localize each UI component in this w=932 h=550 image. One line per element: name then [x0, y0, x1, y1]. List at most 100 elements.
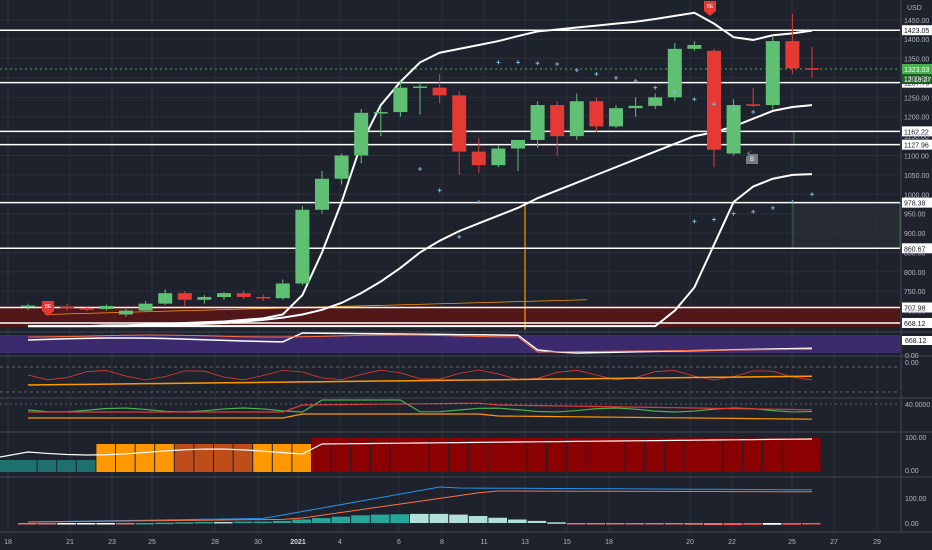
level-label-bg [902, 197, 932, 208]
pane4-column [743, 438, 762, 472]
candle-body [197, 297, 212, 300]
pane4-column [429, 438, 449, 472]
candle-body [805, 68, 819, 70]
psar-dot [437, 188, 442, 193]
pane4-column [174, 444, 194, 472]
pane2-line [27, 369, 813, 381]
price-tick-label: 1050.00 [904, 173, 929, 180]
histogram-bar [351, 515, 370, 523]
upper-band-line [28, 11, 813, 328]
candle-body [373, 112, 388, 114]
histogram-bar [272, 520, 292, 523]
last-price-label: 1323.03 [904, 67, 929, 74]
psar-dot [476, 200, 481, 205]
psar-dot [692, 97, 697, 102]
pane4-column [18, 460, 37, 472]
histogram-bar [508, 519, 527, 523]
histogram-bar [625, 523, 645, 525]
pane1-zero-label: 0.00 [905, 353, 919, 360]
candle-body [628, 105, 643, 109]
lower-band-line [28, 173, 813, 328]
histogram-bar [76, 523, 96, 525]
candle-body [138, 303, 153, 311]
psar-dot [496, 60, 501, 65]
time-tick-label: 27 [830, 539, 838, 546]
candle-body [687, 44, 702, 49]
pane5-signal-line [27, 490, 813, 523]
signal-marker-label: BE [707, 4, 714, 10]
level-label: 1423.05 [904, 28, 929, 35]
histogram-bar [527, 520, 547, 523]
candle-body [530, 105, 545, 140]
psar-dot [731, 211, 736, 216]
histogram-bar [704, 523, 723, 526]
currency-label: USD [907, 5, 922, 12]
psar-dot [810, 192, 814, 197]
pane5-macd-line [27, 486, 813, 523]
histogram-bar [57, 523, 76, 525]
histogram-bar [292, 519, 311, 523]
pane4-column [410, 438, 429, 472]
signal-markers: BE BE B [42, 1, 758, 316]
time-tick-label: 29 [873, 539, 881, 546]
psar-dot [712, 217, 716, 222]
histogram-bar [18, 523, 37, 525]
histogram-bar [312, 518, 331, 523]
level-label-bg [902, 317, 932, 328]
histogram-bar [566, 523, 586, 525]
psar-dot [614, 75, 618, 80]
psar-dot [712, 102, 716, 107]
pane4-column [664, 438, 684, 472]
pane4-column [312, 438, 331, 472]
psar-dot [555, 61, 560, 66]
level-label-bg [902, 302, 932, 313]
pane4-column [762, 438, 782, 472]
candle-body [413, 86, 427, 88]
level-label: 978.38 [904, 201, 926, 208]
rsi-band [0, 335, 900, 353]
candle-body [334, 155, 349, 179]
candle-body [60, 306, 75, 309]
time-tick-label: 8 [440, 539, 444, 546]
histogram-bar [723, 523, 743, 526]
histogram-bar [214, 521, 233, 524]
time-tick-label: 21 [66, 539, 74, 546]
pane4-column [645, 438, 664, 472]
level-label: 1127.96 [904, 143, 929, 150]
histogram-bar [155, 522, 174, 525]
pane4-column [233, 444, 253, 472]
time-tick-label: 18 [4, 539, 12, 546]
candle-body [393, 87, 408, 113]
histogram-bar [449, 514, 468, 523]
candle-body [177, 293, 192, 300]
histogram-bar [488, 517, 507, 523]
histogram-bar [135, 523, 155, 525]
pane2-signal [27, 375, 813, 386]
candle-body [236, 293, 251, 298]
candle-body [667, 48, 682, 98]
time-tick-label: 25 [788, 539, 796, 546]
candle-body [295, 209, 310, 284]
price-tick-label: 850.00 [904, 250, 926, 257]
time-tick-label: 30 [254, 539, 262, 546]
candle-body [785, 41, 800, 69]
candle-body [452, 95, 467, 152]
pane4-column [0, 460, 18, 472]
price-tick-label: 900.00 [904, 231, 926, 238]
pane4-column [606, 438, 625, 472]
rsi-signal [27, 334, 813, 353]
candle-body [99, 305, 114, 310]
candle-body [275, 283, 290, 299]
middle-band-line [28, 104, 813, 328]
signal-marker [746, 150, 758, 164]
pane3-axis-label: 40.0000 [905, 402, 930, 409]
price-tick-label: 800.00 [904, 270, 926, 277]
histogram-bar [96, 523, 115, 525]
highlight-zones [0, 131, 901, 330]
histogram-bar [664, 523, 684, 525]
candle-body [765, 41, 780, 106]
pane4-column [214, 444, 233, 472]
pane4-column [527, 438, 547, 472]
price-tick-label: 1250.00 [904, 95, 929, 102]
